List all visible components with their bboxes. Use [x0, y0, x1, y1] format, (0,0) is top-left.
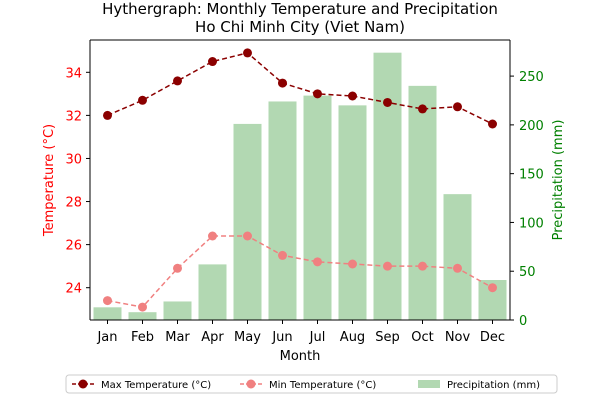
y-axis-label-right: Precipitation (mm) [551, 120, 566, 241]
x-tick-label-jul: Jul [309, 330, 326, 345]
precipitation-bar-feb [128, 312, 157, 320]
chart-subtitle: Ho Chi Minh City (Viet Nam) [195, 18, 405, 36]
min-temp-point-sep [383, 261, 392, 271]
max-temp-point-apr [208, 57, 217, 67]
max-temp-point-may [243, 48, 252, 58]
max-temp-point-feb [138, 95, 147, 105]
x-tick-label-mar: Mar [165, 330, 190, 345]
temperature-lines [103, 48, 497, 312]
max-temp-point-mar [173, 76, 182, 86]
x-tick-label-dec: Dec [480, 330, 505, 345]
max-temp-point-aug [348, 91, 357, 101]
legend: Max Temperature (°C) Min Temperature (°C)… [65, 374, 558, 394]
precipitation-bar-may [233, 123, 262, 320]
precipitation-bar-aug [338, 105, 367, 321]
precipitation-bar-jun [268, 101, 297, 321]
axes: Jan Feb Mar Apr May Jun Jul Aug Sep Oct Nov Dec 24 26… [65, 39, 544, 345]
x-tick-label-nov: Nov [445, 330, 471, 345]
precipitation-bar-oct [408, 85, 437, 320]
precipitation-bar-jul [303, 95, 332, 320]
y-right-tick-label: 200 [519, 119, 544, 134]
x-tick-label-oct: Oct [411, 330, 433, 345]
max-temp-point-jun [278, 78, 287, 88]
legend-marker-max-temp [78, 379, 88, 389]
min-temp-point-dec [488, 283, 497, 293]
max-temp-point-sep [383, 97, 392, 107]
min-temp-point-feb [138, 302, 147, 312]
precipitation-bar-sep [373, 52, 402, 321]
x-tick-label-jun: Jun [271, 330, 292, 345]
min-temp-point-aug [348, 259, 357, 269]
min-temp-point-mar [173, 263, 182, 273]
y-left-tick-label: 26 [65, 239, 82, 254]
y-left-tick-label: 34 [65, 66, 82, 81]
min-temp-line [107, 235, 493, 308]
y-right-tick-label: 100 [519, 216, 544, 231]
y-left-tick-label: 30 [65, 152, 82, 167]
legend-label-precipitation: Precipitation (mm) [447, 380, 540, 391]
x-tick-label-may: May [234, 330, 261, 345]
precipitation-bars [93, 52, 507, 321]
max-temp-point-oct [418, 104, 427, 114]
max-temp-point-jul [313, 89, 322, 99]
min-temp-point-oct [418, 261, 427, 271]
precipitation-bar-mar [163, 301, 192, 320]
min-temp-point-may [243, 231, 252, 241]
x-tick-label-aug: Aug [340, 330, 365, 345]
max-temp-point-dec [488, 119, 497, 129]
max-temp-point-nov [453, 102, 462, 112]
min-temp-point-jul [313, 257, 322, 267]
y-right-tick-label: 150 [519, 168, 544, 183]
y-right-tick-label: 0 [519, 314, 527, 329]
legend-box [65, 374, 558, 394]
x-tick-label-apr: Apr [201, 330, 224, 345]
min-temp-point-apr [208, 231, 217, 241]
max-temp-line [107, 52, 493, 125]
precipitation-bar-apr [198, 264, 227, 320]
min-temp-point-jan [103, 296, 112, 306]
chart-title: Hythergraph: Monthly Temperature and Pre… [102, 0, 498, 18]
precipitation-bar-jan [93, 307, 122, 320]
x-axis-label: Month [280, 349, 321, 364]
legend-label-max-temp: Max Temperature (°C) [101, 380, 211, 391]
precipitation-bar-nov [443, 194, 472, 320]
min-temp-point-nov [453, 263, 462, 273]
legend-swatch-precipitation [418, 380, 440, 388]
y-right-tick-label: 250 [519, 70, 544, 85]
y-left-tick-label: 24 [65, 282, 82, 297]
x-tick-label-jan: Jan [96, 330, 117, 345]
y-right-tick-label: 50 [519, 265, 536, 280]
x-tick-label-sep: Sep [375, 330, 400, 345]
y-left-tick-label: 32 [65, 109, 82, 124]
legend-marker-min-temp [246, 379, 256, 389]
y-axis-label-left: Temperature (°C) [42, 124, 57, 237]
min-temp-point-jun [278, 250, 287, 260]
max-temp-point-jan [103, 110, 112, 120]
legend-label-min-temp: Min Temperature (°C) [269, 380, 376, 391]
x-tick-label-feb: Feb [131, 330, 154, 345]
y-left-tick-label: 28 [65, 196, 82, 211]
